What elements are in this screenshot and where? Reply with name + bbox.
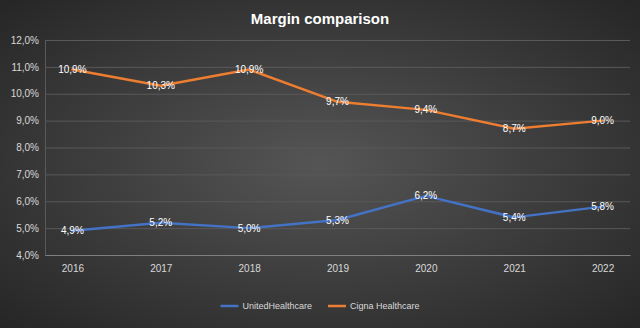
x-tick: 2022 — [592, 255, 615, 274]
grid-line — [45, 255, 630, 256]
data-label: 5,4% — [503, 212, 526, 223]
legend-swatch — [328, 305, 346, 308]
y-axis-line — [46, 41, 631, 256]
plot: 4,0% 5,0% 6,0% 7,0% 8,0% 9,0% 10,0% 11,0% 12,0% 2… — [11, 35, 631, 274]
y-axis: 4,0% 5,0% 6,0% 7,0% 8,0% 9,0% 10,0% 11,0% 12,0% — [11, 35, 630, 261]
data-labels: 4,9% 5,2% 5,0% 5,3% 6,2% 5,4% 5,8% 10,9% 10,3% 10… — [58, 64, 614, 236]
y-tick: 4,0% — [16, 250, 630, 261]
x-axis-line — [46, 255, 631, 256]
legend-item: UnitedHealthcare — [220, 301, 312, 311]
data-label: 6,2% — [414, 190, 437, 201]
y-tick-label: 9,0% — [16, 115, 39, 126]
legend: UnitedHealthcare Cigna Healthcare — [220, 301, 419, 311]
x-tick: 2019 — [327, 255, 350, 274]
y-tick-label: 7,0% — [16, 169, 39, 180]
legend-label: Cigna Healthcare — [350, 301, 420, 311]
grid-line — [45, 67, 630, 68]
legend-swatch — [220, 305, 238, 308]
data-label: 9,7% — [326, 96, 349, 107]
x-tick-label: 2016 — [62, 263, 85, 274]
x-tick-label: 2022 — [592, 263, 615, 274]
x-tick-label: 2020 — [415, 263, 438, 274]
y-tick-label: 12,0% — [11, 35, 39, 46]
grid-line — [45, 228, 630, 229]
y-tick-label: 10,0% — [11, 88, 39, 99]
x-tick-label: 2019 — [327, 263, 350, 274]
data-label: 4,9% — [61, 225, 84, 236]
background — [0, 0, 640, 328]
y-tick: 6,0% — [16, 196, 630, 207]
y-tick: 9,0% — [16, 115, 630, 126]
y-tick: 11,0% — [11, 62, 630, 73]
legend-item: Cigna Healthcare — [328, 301, 420, 311]
data-label: 5,2% — [149, 217, 172, 228]
y-tick-label: 5,0% — [16, 223, 39, 234]
lines — [72, 70, 602, 231]
series-line — [72, 196, 602, 231]
grid-line — [45, 201, 630, 202]
chart: Margin comparison 4,0% 5,0% 6,0% 7,0% 8,0% 9,0… — [0, 0, 640, 328]
x-tick-label: 2021 — [504, 263, 527, 274]
data-label: 10,9% — [235, 64, 263, 75]
grid-line — [45, 174, 630, 175]
y-tick-label: 11,0% — [11, 62, 39, 73]
y-tick: 10,0% — [11, 88, 630, 99]
grid-line — [45, 148, 630, 149]
y-tick-label: 6,0% — [16, 196, 39, 207]
data-label: 9,0% — [591, 115, 614, 126]
data-label: 8,7% — [503, 123, 526, 134]
x-tick: 2018 — [239, 255, 262, 274]
data-label: 10,9% — [58, 64, 86, 75]
data-label: 9,4% — [414, 104, 437, 115]
grid-line — [45, 94, 630, 95]
grid-line — [45, 40, 630, 41]
page: {"chart_data": { "type": "line", "title"… — [0, 0, 640, 328]
y-tick-label: 8,0% — [16, 142, 39, 153]
data-label: 5,0% — [238, 223, 261, 234]
title: Margin comparison — [251, 10, 389, 27]
y-tick-label: 4,0% — [16, 250, 39, 261]
x-axis: 2016 2017 2018 2019 2020 2021 2022 — [46, 255, 631, 274]
x-tick-label: 2018 — [239, 263, 262, 274]
y-tick: 8,0% — [16, 142, 630, 153]
x-tick: 2021 — [504, 255, 527, 274]
grid-line — [45, 121, 630, 122]
x-tick: 2017 — [150, 255, 173, 274]
y-tick: 7,0% — [16, 169, 630, 180]
y-tick: 12,0% — [11, 35, 630, 46]
x-tick: 2016 — [62, 255, 85, 274]
series-line — [72, 70, 602, 129]
x-tick-label: 2017 — [150, 263, 173, 274]
data-label: 5,8% — [591, 201, 614, 212]
data-label: 5,3% — [326, 215, 349, 226]
legend-label: UnitedHealthcare — [242, 301, 312, 311]
x-tick: 2020 — [415, 255, 438, 274]
data-label: 10,3% — [147, 80, 175, 91]
